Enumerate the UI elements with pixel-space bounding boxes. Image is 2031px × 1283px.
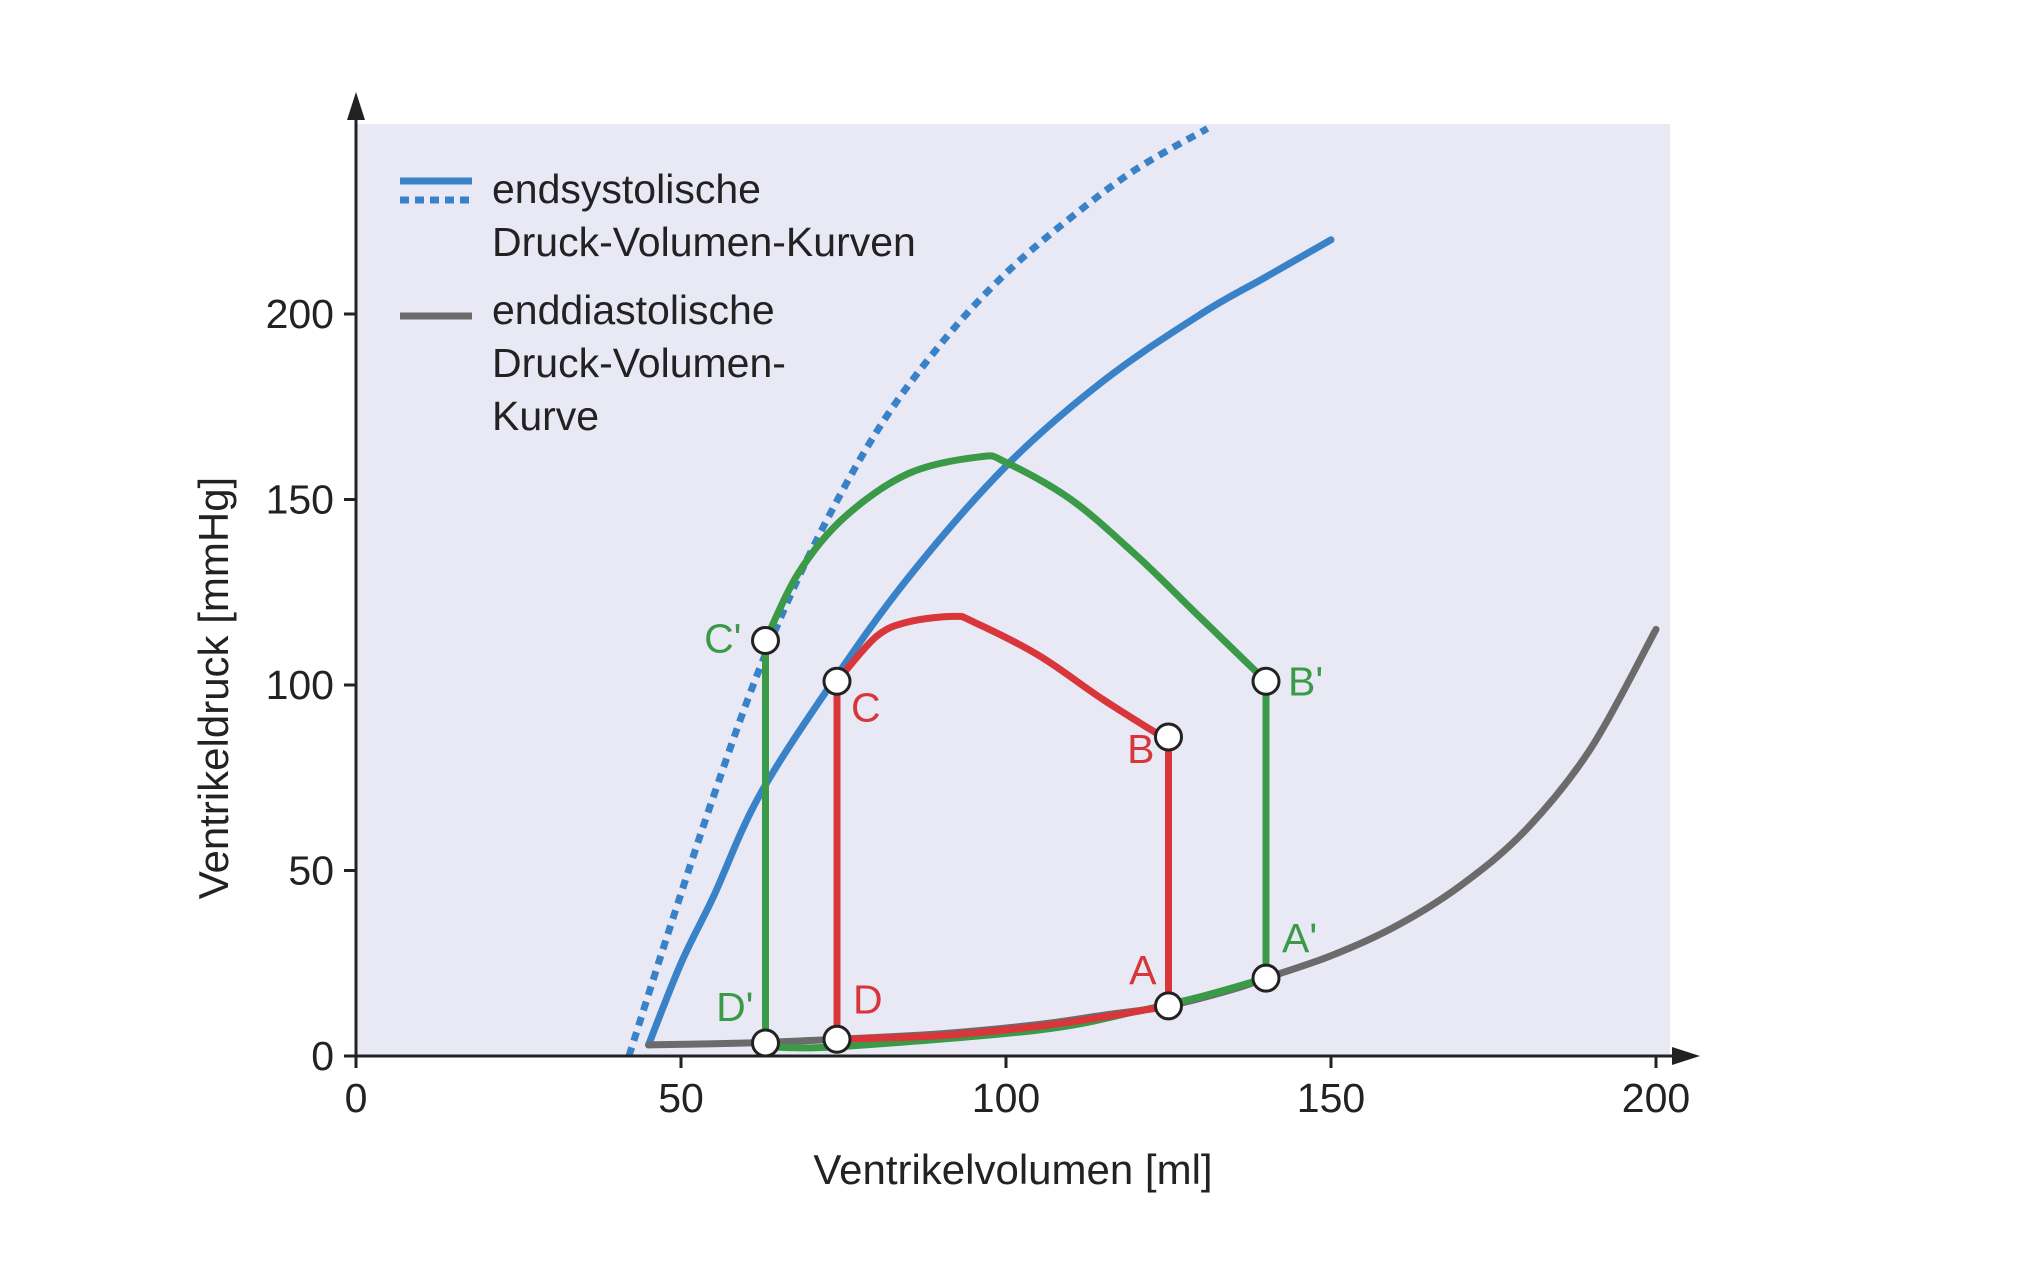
y-tick-label: 100	[266, 662, 334, 708]
point-label-c-prime: C'	[704, 615, 741, 661]
x-tick-label: 200	[1622, 1075, 1690, 1121]
y-axis-arrow	[347, 92, 365, 120]
x-tick-label: 0	[345, 1075, 368, 1121]
y-tick-label: 200	[266, 291, 334, 337]
series-loop-red	[833, 612, 1172, 1043]
y-tick-label: 150	[266, 477, 334, 523]
point-marker-b	[1154, 722, 1183, 752]
point-marker-c	[822, 666, 852, 696]
point-marker-d-prime	[751, 1028, 780, 1058]
point-label-a: A	[1129, 947, 1157, 993]
axes	[347, 92, 1700, 1065]
y-axis-label: Ventrikeldruck [mmHg]	[190, 477, 237, 899]
point-label-b-prime: B'	[1288, 658, 1323, 704]
series-esp-solid	[645, 236, 1335, 1049]
legend-esp-label-line2: Druck-Volumen-Kurven	[492, 219, 916, 265]
point-marker-a	[1154, 991, 1183, 1021]
legend: endsystolische Druck-Volumen-Kurven endd…	[400, 166, 916, 439]
point-marker-c-prime	[751, 625, 780, 655]
series-layer	[625, 125, 1660, 1058]
point-marker-a-prime	[1251, 963, 1281, 993]
plot-area	[356, 124, 1670, 1056]
x-axis-arrow	[1672, 1047, 1700, 1065]
point-label-c: C	[851, 684, 881, 730]
legend-esp-label-line1: endsystolische	[492, 166, 761, 212]
legend-edp-label-line3: Kurve	[492, 393, 599, 439]
point-label-a-prime: A'	[1282, 915, 1317, 961]
point-marker-d	[822, 1024, 852, 1054]
x-tick-label: 50	[658, 1075, 704, 1121]
ticks: 0 50 100 150 200 0 50 100 150 200	[266, 291, 1691, 1121]
y-tick-label: 50	[288, 848, 334, 894]
x-axis-label: Ventrikelvolumen [ml]	[813, 1146, 1212, 1193]
point-marker-b-prime	[1251, 666, 1281, 696]
series-esp-dotted	[625, 125, 1210, 1058]
point-label-d-prime: D'	[716, 984, 753, 1030]
x-tick-label: 100	[972, 1075, 1040, 1121]
y-tick-label: 0	[311, 1033, 334, 1079]
legend-edp-label-line1: enddiastolische	[492, 287, 775, 333]
points-layer: C' B' A' D' C B A D	[704, 615, 1323, 1058]
x-tick-label: 150	[1297, 1075, 1365, 1121]
point-label-d: D	[853, 976, 883, 1022]
point-label-b: B	[1127, 726, 1154, 772]
legend-edp-label-line2: Druck-Volumen-	[492, 340, 786, 386]
